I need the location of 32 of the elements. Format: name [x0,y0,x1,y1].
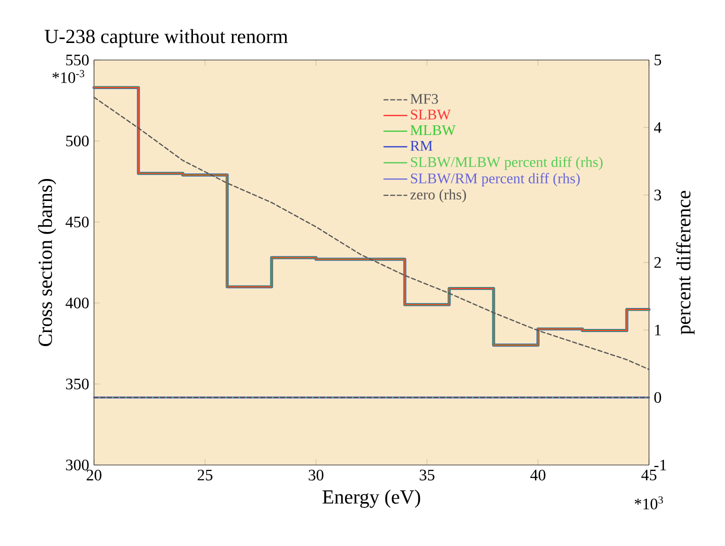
y2-tick-label: 5 [654,54,662,66]
legend-label: MLBW [410,125,456,136]
x-tick-label: 45 [641,470,656,480]
text: *10$^{-3}$ [52,70,84,84]
legend-label: SLBW/MLBW percent diff (rhs) [411,156,603,170]
x-axis-title: Energy (eV) [322,490,420,508]
chart-title: U-238 capture without renorm [44,29,288,48]
legend-label: SLBW/RM percent diff (rhs) [411,172,580,186]
y2-tick-label: 0 [654,392,662,403]
y2-tick-label: 2 [654,257,661,268]
legend-label: MF3 [410,94,438,104]
legend-label: RM [410,140,432,151]
y-tick-label: 500 [66,136,89,146]
legend-label: zero (rhs) [410,189,466,203]
y2-tick-label: 3 [654,190,662,200]
y-tick-label: 300 [66,460,89,470]
x-tick-label: 25 [198,470,212,480]
legend-label: SLBW [411,110,451,120]
y2-axis-title: percent difference [676,190,695,334]
text: *10$^{3}$ [634,496,663,510]
y-tick-label: 350 [66,378,89,390]
y-tick-label: 400 [66,298,89,308]
x-tick-label: 30 [308,470,324,480]
y-tick-label: 450 [66,216,89,228]
x-tick-label: 40 [530,470,546,480]
y-axis-title: Cross section (barns) [38,178,56,346]
x-tick-label: 20 [86,470,102,480]
y2-tick-label: 4 [654,122,662,133]
y-tick-label: 550 [66,54,89,66]
y2-tick-label: 1 [655,324,661,336]
x-tick-label: 35 [420,470,434,480]
y2-tick-label: -1 [654,460,666,470]
